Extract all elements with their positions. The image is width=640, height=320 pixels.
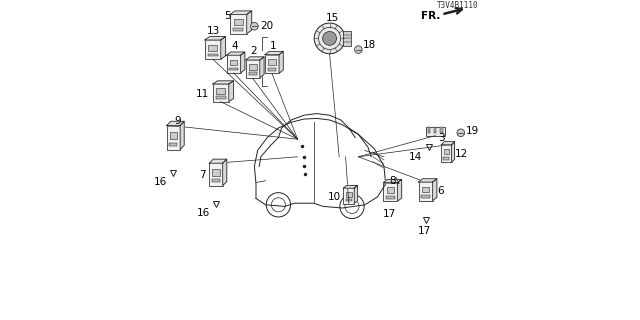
Circle shape (355, 46, 362, 53)
Polygon shape (180, 121, 184, 149)
Text: 4: 4 (231, 41, 238, 51)
Text: 6: 6 (437, 186, 444, 196)
Text: 16: 16 (196, 208, 210, 218)
Bar (166, 126, 180, 150)
Bar (428, 127, 430, 133)
Bar (212, 84, 229, 101)
Bar (268, 60, 276, 65)
Text: 14: 14 (409, 152, 422, 162)
Polygon shape (383, 180, 402, 183)
Polygon shape (265, 52, 284, 55)
Bar (216, 96, 226, 99)
Text: 8: 8 (390, 176, 396, 186)
Text: 19: 19 (466, 126, 479, 136)
Bar (227, 55, 241, 73)
Circle shape (457, 129, 465, 137)
Text: 2: 2 (250, 46, 257, 56)
Polygon shape (344, 185, 358, 188)
Bar (234, 28, 243, 31)
Bar (212, 169, 220, 175)
Polygon shape (442, 142, 454, 145)
Bar (234, 19, 243, 25)
Polygon shape (260, 57, 264, 77)
Text: 16: 16 (154, 177, 167, 187)
Bar (209, 45, 217, 51)
Polygon shape (419, 179, 437, 182)
Text: T3V4B1110: T3V4B1110 (436, 1, 479, 10)
Polygon shape (221, 36, 226, 59)
Text: 17: 17 (383, 209, 396, 219)
Circle shape (323, 31, 337, 45)
Bar (209, 163, 223, 186)
Text: 10: 10 (328, 192, 340, 202)
Bar (434, 127, 436, 133)
Text: 13: 13 (207, 26, 220, 36)
Bar (208, 53, 218, 56)
Text: 5: 5 (224, 11, 230, 21)
Polygon shape (241, 52, 245, 73)
Text: FR.: FR. (420, 11, 440, 21)
Polygon shape (452, 142, 454, 162)
Circle shape (250, 22, 258, 30)
Text: 18: 18 (364, 40, 376, 50)
Polygon shape (229, 81, 234, 101)
Bar (212, 179, 220, 182)
Polygon shape (397, 180, 402, 201)
Bar (422, 187, 429, 192)
Bar (386, 196, 395, 199)
Bar (421, 195, 430, 198)
Bar (346, 199, 352, 201)
Text: 3: 3 (438, 132, 445, 143)
Bar (387, 187, 394, 193)
Polygon shape (166, 121, 184, 126)
Bar (444, 149, 449, 155)
Polygon shape (230, 11, 252, 14)
Bar (268, 68, 276, 71)
Text: 15: 15 (326, 12, 339, 23)
Polygon shape (227, 52, 245, 55)
Bar (265, 55, 279, 73)
Bar (426, 127, 445, 136)
Text: 17: 17 (418, 226, 431, 236)
Polygon shape (279, 52, 284, 73)
Polygon shape (433, 179, 437, 201)
Polygon shape (209, 159, 227, 163)
Bar (342, 31, 351, 46)
Bar (205, 40, 221, 59)
Polygon shape (355, 185, 358, 204)
Bar (249, 64, 257, 70)
Polygon shape (212, 81, 234, 84)
Bar (346, 192, 352, 196)
Bar (383, 183, 397, 201)
Polygon shape (205, 36, 226, 40)
Bar (442, 145, 452, 162)
Text: 9: 9 (174, 116, 181, 126)
Bar (444, 157, 449, 160)
Text: 7: 7 (199, 170, 206, 180)
Bar (344, 188, 355, 204)
Polygon shape (246, 57, 264, 60)
Text: 12: 12 (454, 148, 468, 159)
Bar (216, 88, 225, 94)
Bar (419, 182, 433, 201)
Bar (229, 68, 238, 70)
Text: 20: 20 (260, 21, 273, 31)
Text: 11: 11 (195, 89, 209, 99)
Bar (230, 60, 237, 65)
Bar (248, 72, 257, 75)
Circle shape (314, 23, 345, 54)
Bar (170, 132, 177, 139)
Polygon shape (247, 11, 252, 34)
Bar (440, 127, 443, 133)
Bar (246, 60, 260, 77)
Bar (170, 142, 177, 146)
Polygon shape (223, 159, 227, 186)
Text: 1: 1 (269, 41, 276, 51)
Bar (230, 14, 247, 34)
